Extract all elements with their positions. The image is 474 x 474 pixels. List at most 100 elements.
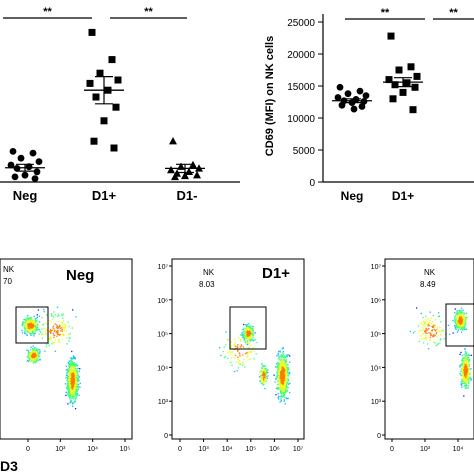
density-dot (437, 327, 439, 330)
density-dot (462, 323, 464, 325)
density-dot (458, 313, 461, 316)
density-dot (248, 329, 250, 331)
density-dot (465, 352, 467, 355)
density-dot (244, 336, 246, 338)
density-dot (286, 356, 288, 358)
density-dot (465, 312, 467, 314)
density-dot (35, 323, 37, 326)
data-point (356, 87, 364, 95)
y-tick-label: 10⁴ (157, 365, 168, 372)
density-dot (263, 372, 266, 375)
density-dot (242, 346, 245, 348)
panel-title: Neg (66, 267, 94, 284)
density-dot (457, 329, 460, 331)
density-dot (245, 324, 247, 326)
density-dot (73, 372, 75, 375)
density-dot (234, 345, 236, 347)
density-dot (465, 316, 467, 319)
density-dot (463, 365, 465, 368)
density-dot (427, 328, 430, 330)
density-dot (457, 321, 459, 324)
density-dot (69, 381, 71, 384)
density-dot (468, 354, 471, 357)
significance-bars: ** ** (345, 7, 474, 20)
density-dot (458, 318, 461, 320)
density-dot (283, 396, 286, 399)
density-dot (32, 324, 35, 327)
density-dot (74, 376, 76, 378)
gate-value: 8.03 (199, 280, 215, 289)
density-dot (72, 358, 74, 360)
density-dot (282, 363, 284, 365)
density-dot (461, 358, 464, 360)
density-dot (280, 379, 282, 381)
density-dot (74, 389, 76, 392)
density-dot (247, 333, 250, 335)
density-dot (281, 395, 283, 397)
density-dot (461, 380, 464, 382)
density-dot (233, 357, 235, 359)
density-dot (265, 380, 267, 382)
density-dot (418, 340, 421, 343)
density-dot (282, 366, 285, 369)
density-dot (277, 397, 279, 399)
density-dot (76, 384, 78, 386)
density-dot (239, 363, 241, 365)
density-dot (74, 401, 76, 403)
density-dot (424, 330, 426, 333)
data-point (7, 161, 15, 169)
data-point (114, 76, 122, 84)
density-dot (462, 357, 464, 359)
density-dot (29, 354, 31, 357)
density-dot (284, 378, 287, 380)
panel-title: D1+ (262, 265, 290, 282)
density-dot (72, 376, 74, 378)
density-dot (456, 310, 458, 312)
density-dot (77, 378, 79, 381)
density-dot (45, 330, 47, 333)
density-dot (265, 367, 268, 370)
density-dot (437, 312, 440, 314)
density-dot (463, 348, 466, 350)
density-dot (244, 353, 247, 355)
density-dot (287, 382, 289, 385)
density-dot (53, 311, 55, 313)
data-point (92, 93, 100, 101)
data-point (108, 56, 116, 64)
density-dot (62, 320, 65, 322)
density-dot (71, 364, 74, 366)
density-dot (60, 330, 62, 332)
density-dot (243, 337, 245, 339)
density-dot (252, 325, 254, 328)
density-dot (462, 380, 465, 382)
density-dot (72, 380, 75, 382)
density-dot (53, 328, 55, 330)
density-dot (32, 322, 34, 324)
density-dot (286, 367, 288, 369)
density-dot (68, 389, 70, 391)
density-dot (51, 329, 53, 332)
density-dot (29, 323, 31, 325)
density-dot (67, 321, 69, 323)
density-dot (69, 372, 72, 374)
density-dot (54, 339, 57, 341)
density-dot (61, 313, 63, 316)
density-dot (73, 383, 75, 385)
density-dot (448, 333, 451, 336)
density-dot (73, 398, 75, 400)
density-dot (70, 384, 73, 386)
density-dot (73, 364, 75, 366)
density-dot (230, 357, 232, 359)
density-dot (424, 321, 427, 323)
density-dot (33, 359, 35, 361)
density-dot (32, 331, 34, 333)
significance-label: ** (144, 6, 153, 18)
density-dot (286, 373, 288, 375)
density-dot (465, 368, 467, 370)
density-dot (430, 317, 432, 319)
density-dot (278, 372, 281, 374)
density-dot (262, 382, 265, 384)
density-dot (73, 357, 75, 359)
density-dot (31, 332, 33, 335)
density-dot (246, 337, 249, 339)
